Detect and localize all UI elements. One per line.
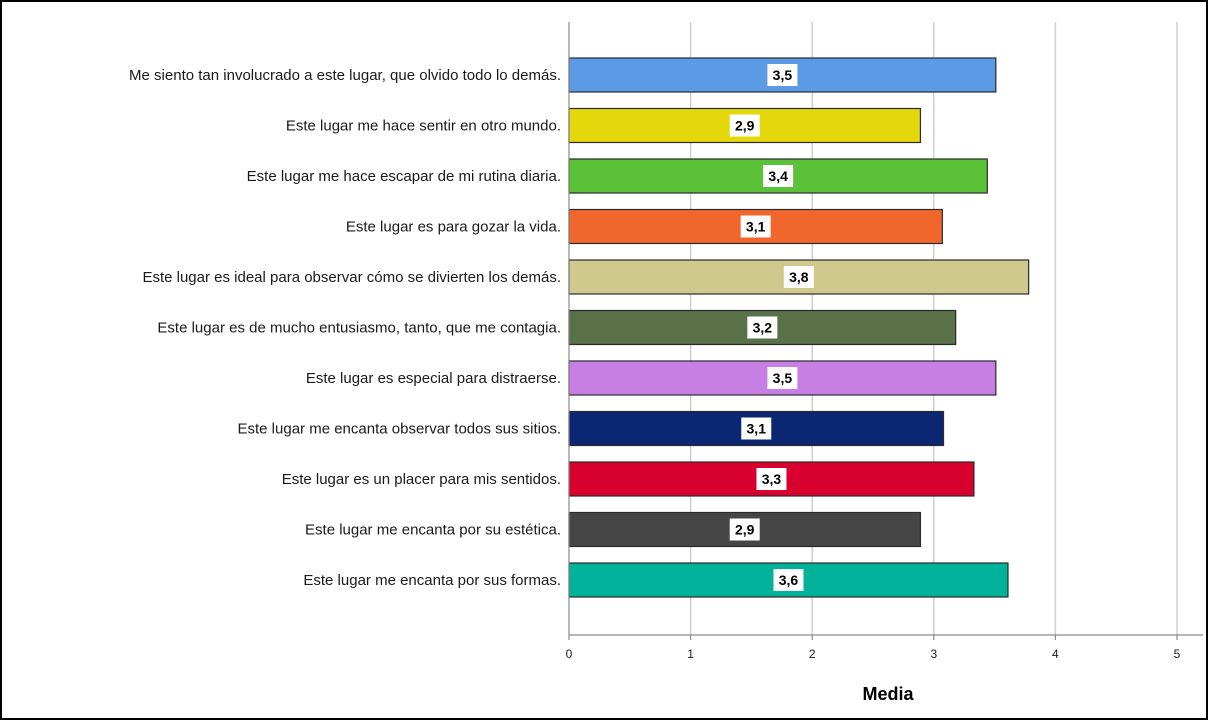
x-axis: 0 1 2 3 4 5 <box>566 22 1203 661</box>
category-label: Este lugar me hace sentir en otro mundo. <box>286 118 561 135</box>
data-label: 3,4 <box>768 168 788 184</box>
category-label: Este lugar es de mucho entusiasmo, tanto… <box>157 320 561 337</box>
data-label: 3,5 <box>773 370 793 386</box>
category-label: Me siento tan involucrado a este lugar, … <box>129 67 561 84</box>
data-label: 3,1 <box>747 421 767 437</box>
category-label: Este lugar es un placer para mis sentido… <box>282 471 561 488</box>
x-axis-title: Media <box>862 684 914 704</box>
category-label: Este lugar es especial para distraerse. <box>306 370 561 387</box>
data-label-box <box>747 316 778 339</box>
data-label: 3,3 <box>762 471 782 487</box>
data-labels: 3,5 2,9 3,4 3,1 3,8 3,2 3,5 3,1 3,3 2,9 3,6 <box>729 64 814 591</box>
category-label: Este lugar me hace escapar de mi rutina … <box>247 168 561 185</box>
data-label-box <box>773 569 804 591</box>
x-tick-label: 4 <box>1052 647 1059 661</box>
bars <box>568 57 1030 598</box>
category-label: Este lugar me encanta por sus formas. <box>303 572 561 589</box>
data-label-box <box>741 417 772 440</box>
data-label-box <box>783 266 814 288</box>
category-label: Este lugar es para gozar la vida. <box>346 219 561 236</box>
data-label-box <box>756 468 787 490</box>
x-tick-label: 3 <box>930 647 937 661</box>
x-tick-label: 2 <box>809 647 816 661</box>
category-label: Este lugar me encanta observar todos sus… <box>238 421 562 438</box>
x-tick-label: 5 <box>1174 647 1181 661</box>
x-tick-label: 0 <box>566 647 573 661</box>
data-label: 3,2 <box>753 320 773 336</box>
data-label-box <box>763 165 794 187</box>
category-label: Este lugar es ideal para observar cómo s… <box>142 269 561 286</box>
data-label-box <box>767 64 798 86</box>
data-label: 3,6 <box>779 572 799 588</box>
data-label: 2,9 <box>735 118 755 134</box>
category-label: Este lugar me encanta por su estética. <box>305 522 561 539</box>
data-label: 3,5 <box>773 67 793 83</box>
data-label-box <box>767 367 798 389</box>
category-labels: Me siento tan involucrado a este lugar, … <box>129 67 561 589</box>
data-label-box <box>729 114 760 137</box>
x-tick-label: 1 <box>687 647 694 661</box>
data-label: 3,8 <box>789 269 809 285</box>
data-label-box <box>740 215 771 238</box>
data-label-box <box>729 518 760 541</box>
data-label: 3,1 <box>746 219 766 235</box>
data-label: 2,9 <box>735 522 755 538</box>
